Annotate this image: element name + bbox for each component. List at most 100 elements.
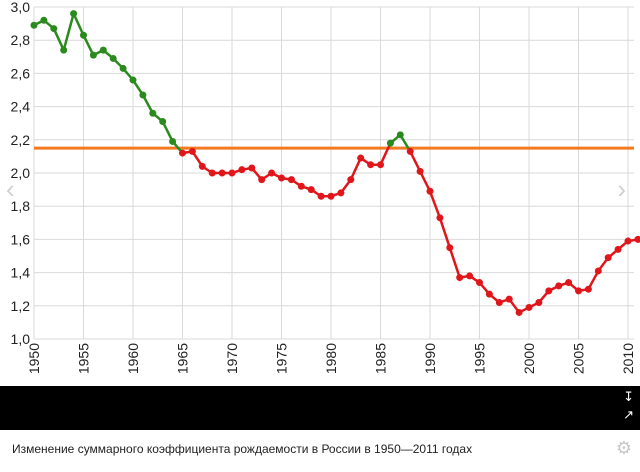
series-segment: [448, 246, 461, 279]
data-point[interactable]: [565, 279, 573, 287]
data-point[interactable]: [466, 272, 474, 280]
data-point[interactable]: [287, 176, 295, 184]
x-tick-label: 2005: [571, 343, 587, 374]
data-point[interactable]: [614, 245, 622, 253]
y-tick-label: 3,0: [11, 0, 31, 15]
series-segment: [52, 27, 65, 52]
data-point[interactable]: [297, 182, 305, 190]
data-point[interactable]: [50, 25, 58, 33]
data-point[interactable]: [495, 298, 503, 306]
data-point[interactable]: [446, 244, 454, 252]
data-point[interactable]: [535, 298, 543, 306]
data-point[interactable]: [60, 46, 68, 54]
data-point[interactable]: [406, 147, 414, 155]
y-tick-label: 2,4: [11, 99, 31, 115]
series-segment: [62, 12, 75, 52]
data-point[interactable]: [119, 64, 127, 72]
x-tick-label: 2010: [620, 343, 636, 374]
series-segment: [161, 120, 174, 143]
series-segment: [428, 190, 442, 220]
data-point[interactable]: [327, 192, 335, 200]
data-point[interactable]: [396, 131, 404, 139]
fertility-line-chart: 1,01,21,41,61,82,02,22,42,62,83,0 1950 19…: [11, 0, 640, 374]
data-point[interactable]: [218, 169, 226, 177]
data-point[interactable]: [70, 10, 78, 18]
data-point[interactable]: [347, 176, 355, 184]
data-point[interactable]: [515, 308, 523, 316]
data-point[interactable]: [169, 137, 177, 145]
x-tick-label: 1950: [26, 343, 42, 374]
series-segment: [82, 33, 95, 57]
data-point[interactable]: [258, 176, 266, 184]
data-point[interactable]: [109, 54, 117, 62]
chart: 1,0 1,2 1,4 1,6 1,8 2,0 2,2 2,4 2,6 2,8 3,0 1950 19…: [6, 0, 640, 374]
data-point[interactable]: [198, 162, 206, 170]
data-point[interactable]: [89, 51, 97, 59]
x-axis-ticks: 1950 1955 1960 1965 1970 1975 1980 1985 1990 1995…: [26, 343, 636, 374]
data-point[interactable]: [505, 295, 513, 303]
data-point[interactable]: [525, 303, 533, 311]
y-tick-label: 2,6: [11, 65, 31, 81]
y-tick-label: 2,2: [11, 132, 31, 148]
data-point[interactable]: [278, 174, 285, 182]
data-point[interactable]: [139, 91, 147, 99]
data-point[interactable]: [208, 169, 216, 177]
data-point[interactable]: [485, 290, 493, 298]
series-segment: [72, 12, 85, 37]
download-icon[interactable]: ↧: [623, 389, 634, 404]
data-point[interactable]: [248, 164, 256, 172]
data-point[interactable]: [307, 186, 315, 194]
data-point[interactable]: [80, 31, 87, 39]
data-point[interactable]: [584, 285, 592, 293]
x-tick-label: 1955: [76, 343, 92, 374]
data-point[interactable]: [456, 274, 464, 282]
data-point[interactable]: [634, 235, 640, 243]
y-axis-ticks: 1,0 1,2 1,4 1,6 1,8 2,0 2,2 2,4 2,6 2,8 3,0: [11, 0, 31, 347]
x-tick-label: 1995: [472, 343, 488, 374]
data-point[interactable]: [426, 187, 434, 195]
y-tick-label: 1,6: [11, 231, 31, 247]
x-tick-label: 2000: [521, 343, 537, 374]
data-point[interactable]: [357, 154, 365, 162]
data-point[interactable]: [604, 254, 612, 262]
data-point[interactable]: [575, 287, 582, 295]
media-toolbar: ↧ ↗: [0, 386, 640, 430]
series-segment: [349, 156, 362, 181]
data-point[interactable]: [40, 16, 48, 24]
data-point[interactable]: [188, 147, 196, 155]
y-tick-label: 1,8: [11, 198, 31, 214]
share-icon[interactable]: ↗: [623, 407, 634, 422]
data-point[interactable]: [386, 139, 394, 147]
data-point[interactable]: [268, 169, 276, 177]
data-point[interactable]: [30, 21, 38, 29]
data-point[interactable]: [594, 267, 602, 275]
data-point[interactable]: [416, 167, 424, 175]
data-point[interactable]: [555, 282, 563, 290]
series-segment: [379, 141, 392, 166]
data-point[interactable]: [159, 118, 167, 126]
y-tick-label: 1,0: [11, 331, 31, 347]
data-point[interactable]: [545, 287, 553, 295]
data-point[interactable]: [238, 166, 246, 174]
data-point[interactable]: [99, 46, 107, 54]
data-point[interactable]: [179, 149, 186, 157]
data-point[interactable]: [377, 161, 384, 169]
gear-icon[interactable]: ⚙: [615, 438, 633, 458]
series-segment: [408, 150, 422, 173]
data-point[interactable]: [624, 237, 632, 245]
y-tick-label: 2,0: [11, 165, 31, 181]
data-point[interactable]: [367, 161, 375, 169]
chevron-right-icon[interactable]: ›: [617, 174, 626, 204]
x-tick-label: 1990: [422, 343, 438, 374]
data-point[interactable]: [476, 279, 483, 287]
data-point[interactable]: [337, 189, 345, 197]
caption-area: Изменение суммарного коэффициента рождае…: [0, 430, 640, 472]
series-segment: [438, 216, 452, 249]
data-point[interactable]: [149, 109, 157, 117]
data-point[interactable]: [129, 76, 137, 84]
data-point[interactable]: [317, 192, 325, 200]
data-point[interactable]: [228, 169, 236, 177]
chevron-left-icon[interactable]: ‹: [6, 174, 15, 204]
data-point[interactable]: [436, 214, 444, 222]
x-tick-label: 1985: [373, 343, 389, 374]
